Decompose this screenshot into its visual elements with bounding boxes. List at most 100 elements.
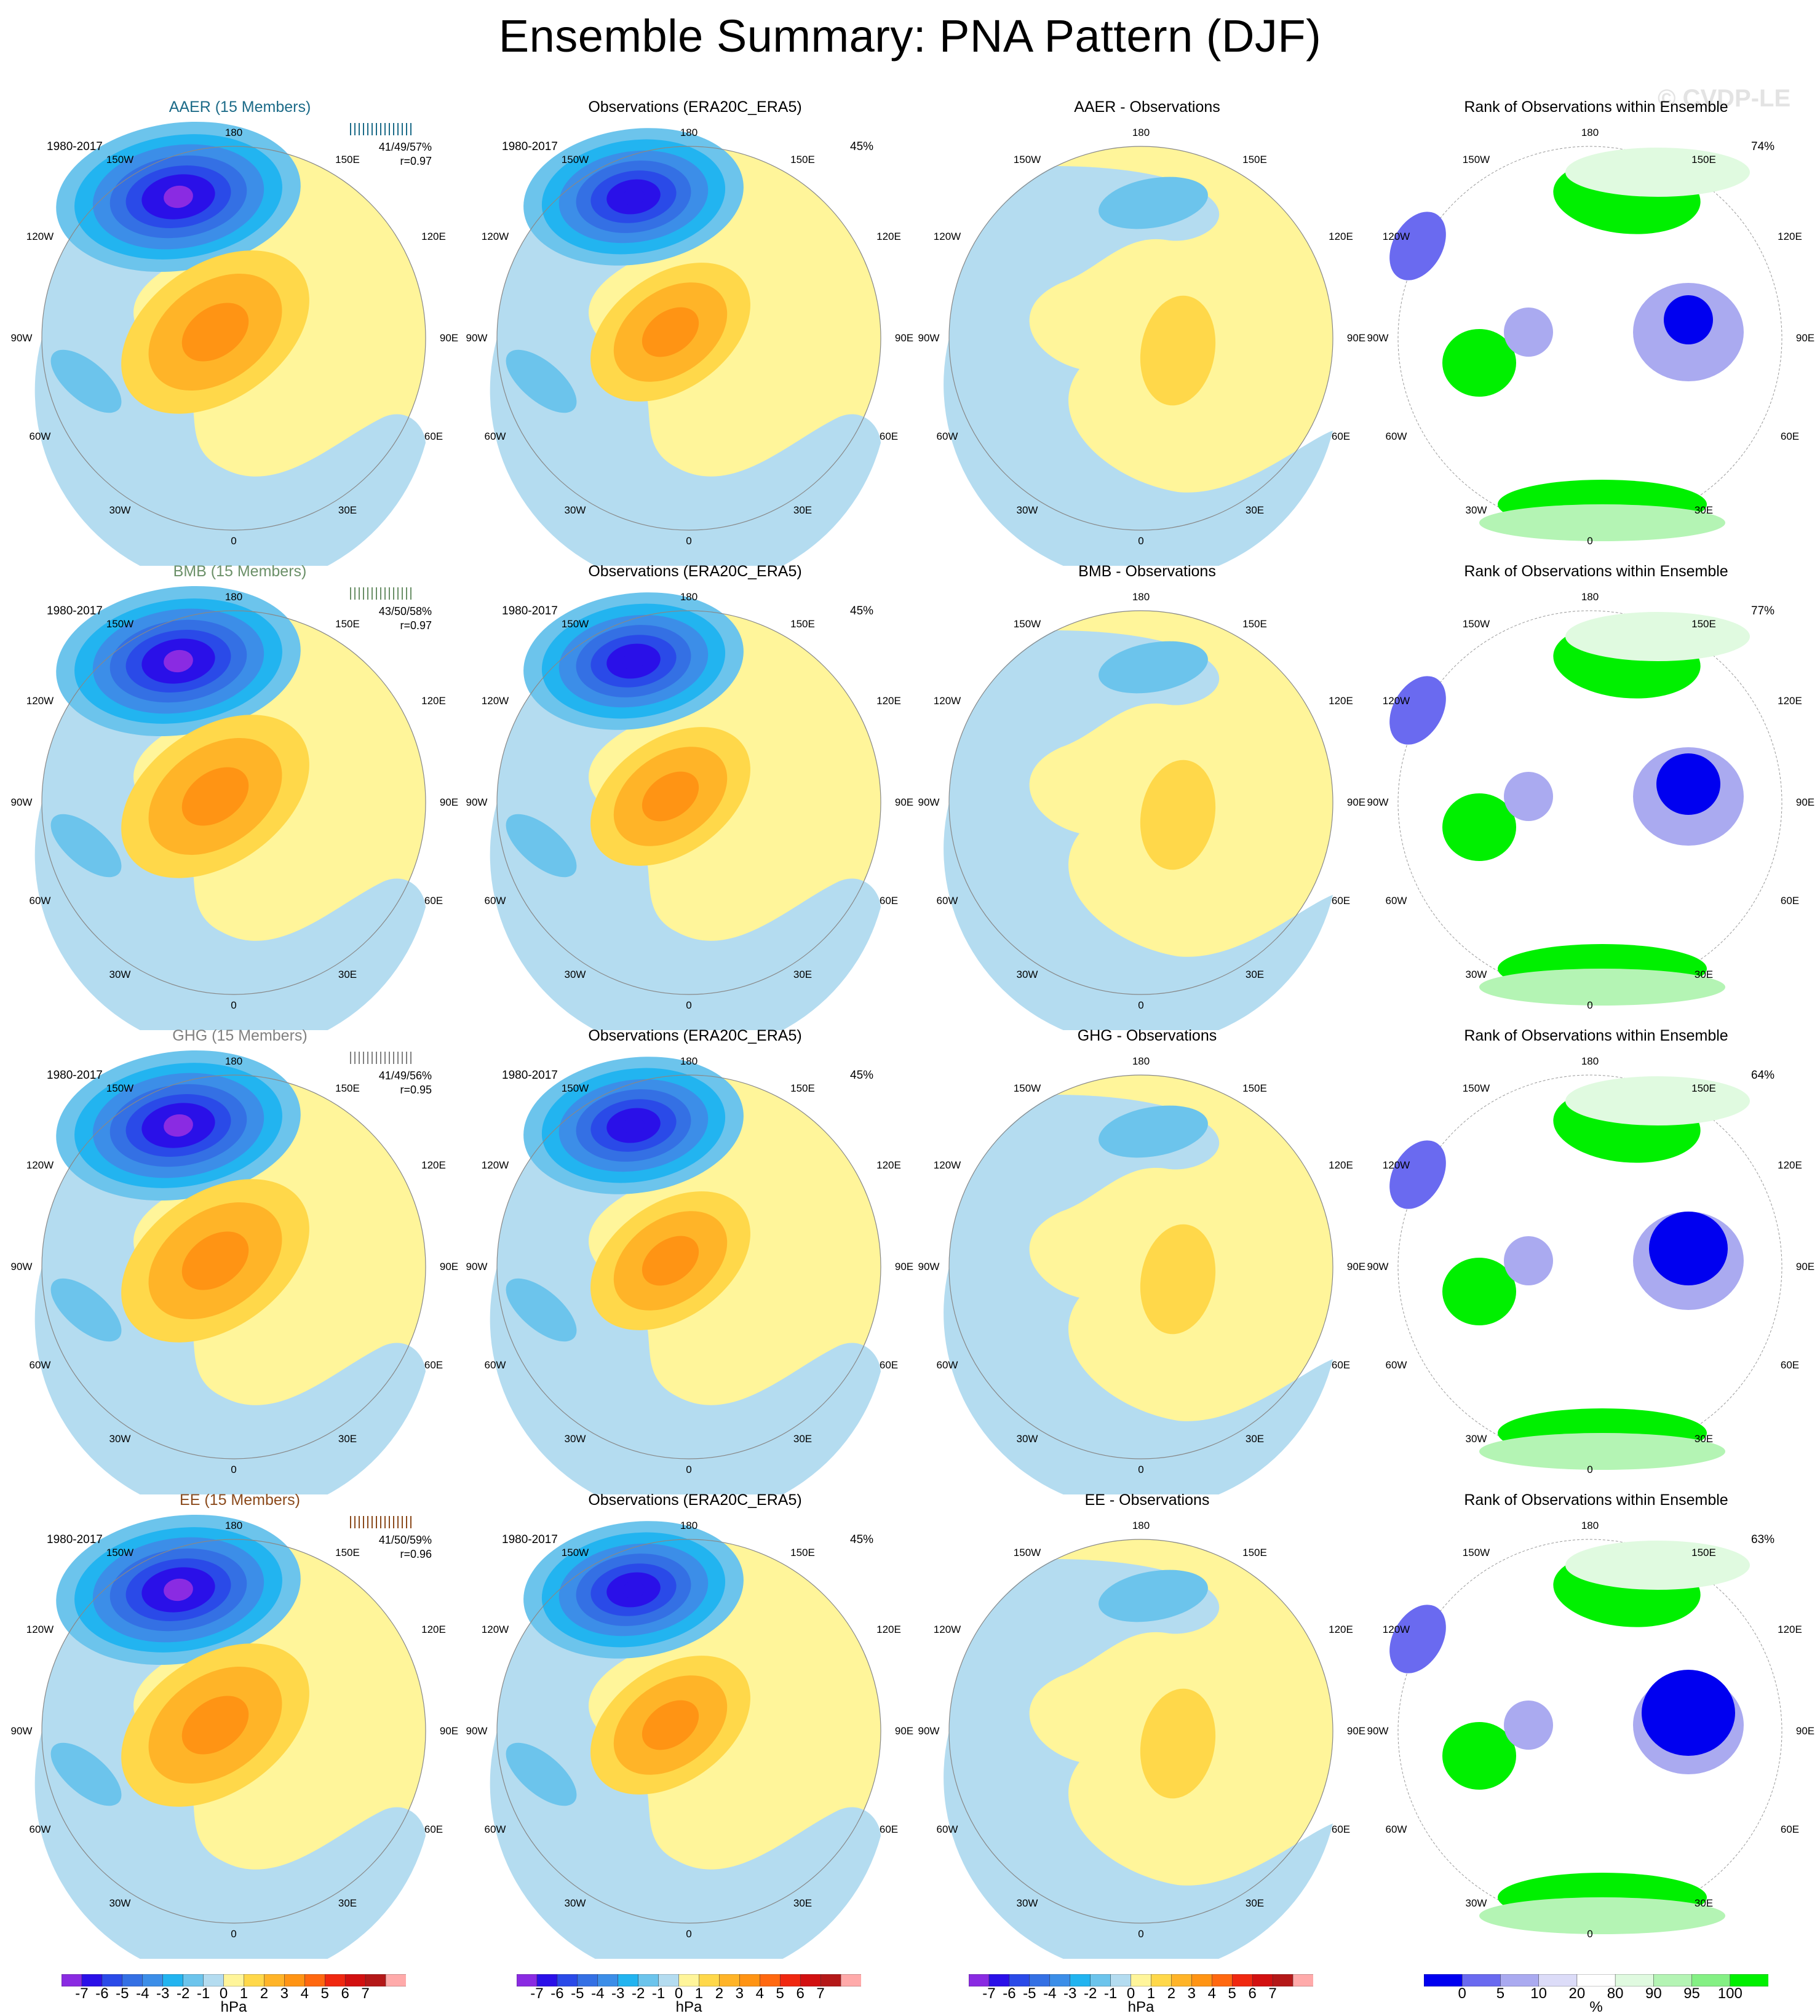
swatch <box>264 1974 285 1986</box>
lon-label-w60: 60W <box>29 1359 51 1371</box>
colorbar-tick-label: -5 <box>1023 1985 1036 2002</box>
colorbar-tick-label: 10 <box>1530 1985 1548 2002</box>
lon-label-e30: 30E <box>1694 969 1714 980</box>
variance-stats: 41/49/56% <box>378 1070 432 1082</box>
difference-panel-aaer: AAER - Observations 180 150W 150E 120W 120E 9… <box>918 98 1375 566</box>
lon-label-e150: 150E <box>790 618 815 630</box>
lon-label-w60: 60W <box>484 431 506 442</box>
swatch <box>1730 1974 1768 1986</box>
rank-high-west <box>1442 1722 1516 1790</box>
diff-high <box>1140 295 1216 406</box>
swatch <box>638 1974 659 1986</box>
polar-map <box>34 1050 426 1494</box>
high-contour-2 <box>181 767 249 826</box>
swatch <box>1070 1974 1091 1986</box>
lon-label-w30: 30W <box>1016 504 1038 516</box>
rank-high-west <box>1442 329 1516 397</box>
colorbar-tick-label: 90 <box>1645 1985 1662 2002</box>
swatch <box>1424 1974 1463 1986</box>
panel-title: Observations (ERA20C_ERA5) <box>588 1027 802 1044</box>
map-rim <box>948 146 1333 531</box>
period-label: 1980-2017 <box>502 1533 558 1546</box>
rank-low-west <box>1389 212 1446 280</box>
map-disc <box>1398 1539 1782 1923</box>
rank-high-west <box>1442 1258 1516 1325</box>
colorbar-tick-label: -5 <box>571 1985 584 2002</box>
panel-title: BMB - Observations <box>1078 563 1216 580</box>
panel-title: AAER - Observations <box>1074 98 1220 116</box>
colorbar-tick-label: -3 <box>156 1985 170 2002</box>
rank-pct: 64% <box>1751 1069 1775 1082</box>
lon-label-w30: 30W <box>109 1897 131 1909</box>
negative-region <box>944 1559 1333 1959</box>
colorbar-unit: % <box>1589 1999 1603 2015</box>
colorbar-tick-label: -2 <box>631 1985 645 2002</box>
colorbar-tick-label: -4 <box>591 1985 605 2002</box>
colorbar-tick-label: 2 <box>260 1985 269 2002</box>
lon-label-w60: 60W <box>1385 431 1407 442</box>
colorbar-tick-label: 6 <box>1248 1985 1257 2002</box>
lon-label-e90: 90E <box>439 1261 459 1272</box>
pattern-correlation: r=0.96 <box>400 1548 432 1560</box>
lon-label-s0: 0 <box>686 1928 692 1940</box>
variance-pct: 45% <box>850 1069 874 1082</box>
rank-low-center <box>1504 772 1553 821</box>
high-contour-2 <box>642 1236 699 1286</box>
high-contour-2 <box>181 303 249 362</box>
colorbar-unit: hPa <box>1127 1999 1154 2015</box>
lon-label-e90: 90E <box>894 1261 914 1272</box>
lon-label-e150: 150E <box>335 154 360 165</box>
lon-label-w90: 90W <box>1367 1725 1389 1737</box>
lon-label-e90: 90E <box>894 1725 914 1737</box>
swatch <box>1171 1974 1193 1986</box>
lon-label-e60: 60E <box>1780 431 1800 442</box>
negative-region <box>490 651 881 1030</box>
rank-low-center <box>1504 1236 1553 1285</box>
lon-label-w150: 150W <box>1013 1547 1041 1558</box>
rank-light-green-south <box>1479 969 1725 1006</box>
negative-region <box>490 187 881 566</box>
colorbar-tick-label: -1 <box>1103 1985 1118 2002</box>
lon-label-n180: 180 <box>225 1520 243 1531</box>
lon-label-e30: 30E <box>338 1433 357 1445</box>
lon-label-e30: 30E <box>1245 969 1265 980</box>
variance-stats: 41/50/59% <box>378 1534 432 1546</box>
colorbar-tick-label: 0 <box>1458 1985 1466 2002</box>
member-spread-glyph <box>350 1516 411 1528</box>
colorbar-tick-label: 1 <box>1146 1985 1156 2002</box>
swatch <box>557 1974 578 1986</box>
lon-label-n180: 180 <box>680 591 698 603</box>
ensemble-mean-panel-bmb: BMB (15 Members) 180 150W 150E 120W 120E 90W 9… <box>11 563 467 1030</box>
lon-label-s0: 0 <box>686 1464 692 1475</box>
lon-label-w120: 120W <box>1382 695 1410 707</box>
lon-label-w60: 60W <box>936 1824 958 1835</box>
lon-label-s0: 0 <box>231 535 237 547</box>
stats-box: 43/50/58% r=0.97 <box>364 605 432 633</box>
lon-label-e90: 90E <box>894 332 914 344</box>
lon-label-w120: 120W <box>26 695 54 707</box>
colorbar-tick-label: -7 <box>982 1985 996 2002</box>
colorbar-tick-label: -4 <box>1043 1985 1057 2002</box>
lon-label-e90: 90E <box>1795 796 1815 808</box>
lon-label-w60: 60W <box>936 431 958 442</box>
swatch <box>183 1974 204 1986</box>
lon-label-e120: 120E <box>876 695 901 707</box>
colorbar-tick-label: 80 <box>1607 1985 1624 2002</box>
map-rim <box>496 1539 881 1924</box>
lon-label-w120: 120W <box>1382 1159 1410 1171</box>
lon-label-e150: 150E <box>1691 1547 1716 1558</box>
lon-label-w60: 60W <box>1385 1359 1407 1371</box>
rank-pct: 63% <box>1751 1533 1775 1546</box>
lon-label-w120: 120W <box>481 1624 509 1635</box>
lon-label-w120: 120W <box>26 1624 54 1635</box>
colorbar-tick-label: 6 <box>341 1985 349 2002</box>
colorbar-tick-label: 20 <box>1568 1985 1586 2002</box>
negative-region <box>34 1580 426 1959</box>
variance-pct: 45% <box>850 605 874 617</box>
map-rim <box>41 1539 426 1924</box>
lon-label-w120: 120W <box>1382 231 1410 242</box>
polar-map <box>944 610 1333 1030</box>
colorbar-tick-label: -4 <box>136 1985 149 2002</box>
lon-label-e30: 30E <box>793 504 813 516</box>
rank-very-low <box>1656 753 1720 815</box>
